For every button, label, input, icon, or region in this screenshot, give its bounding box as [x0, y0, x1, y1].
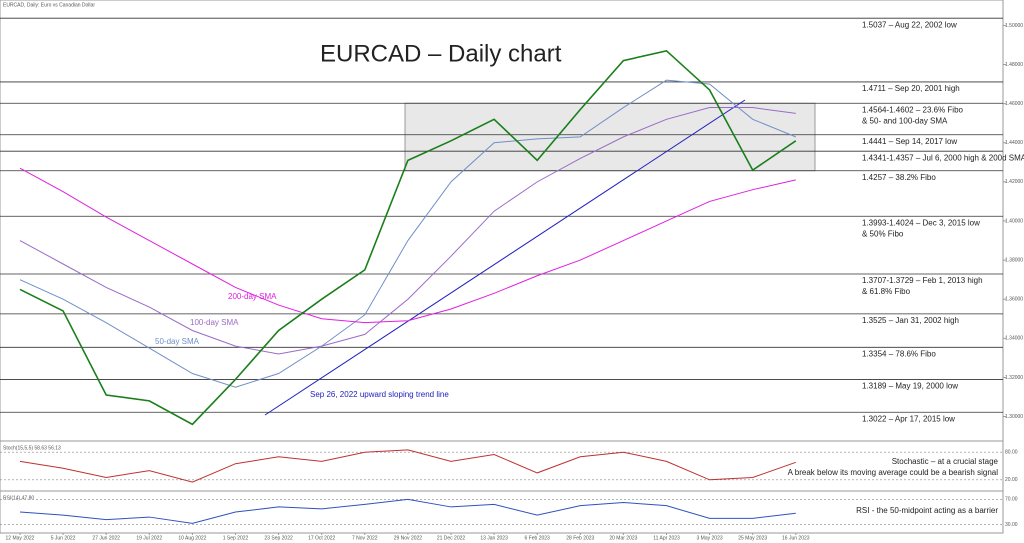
- y-tick-label: 70.00: [1005, 497, 1018, 503]
- y-tick-label: 1.36000: [1005, 297, 1023, 303]
- rsi-line: [19, 498, 796, 524]
- level-label: 1.4564-1.4602 – 23.6% Fibo: [862, 105, 964, 114]
- y-tick-label: 1.50000: [1005, 23, 1023, 29]
- chart-title: EURCAD – Daily chart: [320, 40, 562, 67]
- panel-title: RSI(14) 47.80: [3, 495, 34, 501]
- x-tick-label: 25 May 2023: [738, 535, 767, 541]
- x-tick-label: 13 Jan 2023: [480, 535, 508, 541]
- trend-line: [264, 99, 746, 416]
- annotation: Sep 26, 2022 upward sloping trend line: [310, 390, 449, 399]
- x-tick-label: 3 May 2023: [697, 535, 723, 541]
- panel-title: Stoch(15,5,5) 58.63 56.13: [3, 445, 61, 451]
- annotation: 200-day SMA: [228, 292, 277, 301]
- level-label: 1.4257 – 38.2% Fibo: [862, 173, 936, 182]
- y-tick-label: 1.44000: [1005, 140, 1023, 146]
- y-tick-label: 1.40000: [1005, 218, 1023, 224]
- x-tick-label: 16 Jun 2023: [782, 535, 810, 541]
- level-label: 1.5037 – Aug 22, 2002 low: [862, 20, 957, 29]
- x-tick-label: 28 Feb 2023: [566, 535, 594, 541]
- level-label: 1.3354 – 78.6% Fibo: [862, 349, 936, 358]
- annotation: 50-day SMA: [155, 337, 200, 346]
- y-tick-label: 1.46000: [1005, 101, 1023, 107]
- panel-note: A break below its moving average could b…: [788, 468, 999, 477]
- x-tick-label: 10 Aug 2022: [178, 535, 206, 541]
- sma-line: [19, 167, 796, 324]
- level-label: 1.4441 – Sep 14, 2017 low: [862, 137, 957, 146]
- frame: [0, 0, 1004, 534]
- x-tick-label: 7 Nov 2022: [352, 535, 378, 541]
- level-label: 1.4341-1.4357 – Jul 6, 2000 high & 200d …: [862, 153, 1024, 162]
- level-note: & 50- and 100-day SMA: [862, 116, 948, 125]
- level-label: 1.3993-1.4024 – Dec 3, 2015 low: [862, 218, 980, 227]
- y-tick-label: 1.32000: [1005, 375, 1023, 381]
- stochastic-line: [19, 449, 796, 483]
- x-tick-label: 19 Jul 2022: [136, 535, 162, 541]
- x-tick-label: 17 Oct 2022: [308, 535, 335, 541]
- x-tick-label: 29 Nov 2022: [394, 535, 423, 541]
- y-tick-label: 80.00: [1005, 450, 1018, 456]
- level-label: 1.3189 – May 19, 2000 low: [862, 382, 958, 391]
- y-tick-label: 1.48000: [1005, 62, 1023, 68]
- level-label: 1.4711 – Sep 20, 2001 high: [862, 84, 960, 93]
- chart-subtitle: EURCAD, Daily: Euro vs Canadian Dollar: [3, 2, 95, 8]
- sma-line: [19, 79, 796, 388]
- x-tick-label: 27 Jun 2022: [92, 535, 120, 541]
- x-tick-label: 12 May 2022: [6, 535, 35, 541]
- x-tick-label: 5 Jun 2022: [51, 535, 76, 541]
- price-line: [19, 49, 797, 426]
- panel-note: Stochastic – at a crucial stage: [892, 457, 999, 466]
- y-tick-label: 30.00: [1005, 522, 1018, 528]
- y-tick-label: 1.30000: [1005, 414, 1023, 420]
- y-tick-label: 1.42000: [1005, 179, 1023, 185]
- level-label: 1.3707-1.3729 – Feb 1, 2013 high: [862, 276, 983, 285]
- sma-line: [19, 107, 796, 355]
- annotation: 100-day SMA: [190, 318, 239, 327]
- panel-note: RSI - the 50-midpoint acting as a barrie…: [856, 506, 998, 515]
- range-box: [404, 102, 816, 172]
- y-tick-label: 1.38000: [1005, 257, 1023, 263]
- x-tick-label: 6 Feb 2023: [525, 535, 551, 541]
- x-tick-label: 11 Apr 2023: [653, 535, 680, 541]
- y-tick-label: 20.00: [1005, 477, 1018, 483]
- y-tick-label: 1.34000: [1005, 336, 1023, 342]
- x-tick-label: 21 Dec 2022: [437, 535, 466, 541]
- level-note: & 61.8% Fibo: [862, 287, 911, 296]
- level-note: & 50% Fibo: [862, 229, 904, 238]
- x-tick-label: 20 Mar 2023: [609, 535, 637, 541]
- x-tick-label: 1 Sep 2022: [223, 535, 249, 541]
- level-label: 1.3022 – Apr 17, 2015 low: [862, 414, 955, 423]
- x-tick-label: 23 Sep 2022: [264, 535, 293, 541]
- level-label: 1.3525 – Jan 31, 2002 high: [862, 316, 959, 325]
